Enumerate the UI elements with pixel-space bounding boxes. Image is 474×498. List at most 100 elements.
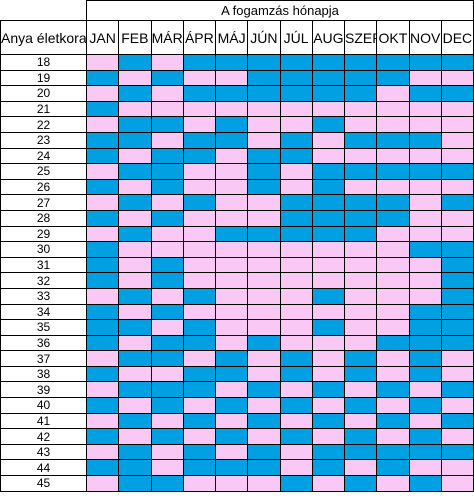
boy-cell: [118, 319, 152, 336]
boy-cell: [311, 381, 346, 399]
table-row: 43: [0, 443, 474, 461]
girl-cell: [247, 350, 281, 367]
boy-cell: [214, 131, 249, 149]
boy-cell: [182, 334, 217, 352]
age-cell: 43: [0, 443, 87, 461]
boy-cell: [343, 163, 378, 180]
girl-cell: [118, 178, 152, 196]
boy-cell: [214, 350, 249, 367]
table-row: 19: [0, 69, 474, 87]
girl-cell: [376, 319, 410, 336]
boy-cell: [118, 350, 152, 367]
boy-cell: [279, 209, 313, 227]
girl-cell: [440, 100, 474, 118]
girl-cell: [214, 287, 249, 305]
boy-cell: [214, 428, 249, 445]
girl-cell: [343, 412, 378, 430]
boy-cell: [247, 178, 281, 196]
boy-cell: [408, 350, 442, 367]
age-cell: 42: [0, 428, 87, 445]
girl-cell: [118, 397, 152, 414]
girl-cell: [247, 319, 281, 336]
girl-cell: [440, 131, 474, 149]
girl-cell: [85, 412, 120, 430]
girl-cell: [408, 209, 442, 227]
girl-cell: [376, 178, 410, 196]
girl-cell: [376, 272, 410, 289]
girl-cell: [343, 116, 378, 133]
boy-cell: [85, 100, 120, 118]
table-row: 20: [0, 85, 474, 102]
boy-cell: [343, 54, 378, 71]
boy-cell: [408, 475, 442, 492]
boy-cell: [440, 319, 474, 336]
boy-cell: [408, 334, 442, 352]
month-header: MÁR: [150, 20, 184, 55]
month-header: JAN: [85, 20, 120, 55]
girl-cell: [343, 178, 378, 196]
girl-cell: [118, 147, 152, 165]
girl-cell: [440, 365, 474, 383]
boy-cell: [343, 69, 378, 87]
boy-cell: [408, 443, 442, 461]
table-row: 39: [0, 381, 474, 399]
boy-cell: [440, 334, 474, 352]
boy-cell: [376, 69, 410, 87]
girl-cell: [214, 100, 249, 118]
boy-cell: [182, 459, 217, 477]
boy-cell: [150, 209, 184, 227]
boy-cell: [118, 475, 152, 492]
girl-cell: [214, 412, 249, 430]
boy-cell: [343, 194, 378, 211]
boy-cell: [408, 365, 442, 383]
girl-cell: [85, 287, 120, 305]
girl-cell: [376, 397, 410, 414]
girl-cell: [343, 459, 378, 477]
girl-cell: [408, 272, 442, 289]
table-row: 29: [0, 225, 474, 243]
girl-cell: [279, 241, 313, 258]
table-row: 31: [0, 256, 474, 274]
boy-cell: [118, 225, 152, 243]
girl-cell: [150, 412, 184, 430]
girl-cell: [408, 459, 442, 477]
boy-cell: [247, 225, 281, 243]
girl-cell: [85, 350, 120, 367]
girl-cell: [343, 147, 378, 165]
age-cell: 45: [0, 475, 87, 492]
month-header: DEC: [440, 20, 474, 55]
boy-cell: [440, 287, 474, 305]
boy-cell: [85, 459, 120, 477]
age-cell: 35: [0, 319, 87, 336]
boy-cell: [247, 443, 281, 461]
girl-cell: [343, 241, 378, 258]
boy-cell: [118, 131, 152, 149]
girl-cell: [85, 381, 120, 399]
girl-cell: [440, 397, 474, 414]
girl-cell: [311, 256, 346, 274]
month-header: JÚN: [247, 20, 281, 55]
boy-cell: [118, 54, 152, 71]
girl-cell: [247, 428, 281, 445]
age-cell: 44: [0, 459, 87, 477]
boy-cell: [85, 365, 120, 383]
girl-cell: [150, 194, 184, 211]
girl-cell: [376, 85, 410, 102]
boy-cell: [214, 54, 249, 71]
girl-cell: [85, 85, 120, 102]
boy-cell: [247, 412, 281, 430]
boy-cell: [279, 54, 313, 71]
girl-cell: [440, 209, 474, 227]
girl-cell: [247, 100, 281, 118]
girl-cell: [247, 303, 281, 321]
girl-cell: [311, 397, 346, 414]
boy-cell: [150, 381, 184, 399]
girl-cell: [85, 54, 120, 71]
age-cell: 33: [0, 287, 87, 305]
girl-cell: [182, 350, 217, 367]
girl-cell: [343, 319, 378, 336]
girl-cell: [247, 131, 281, 149]
boy-cell: [150, 178, 184, 196]
girl-cell: [376, 241, 410, 258]
age-cell: 18: [0, 54, 87, 71]
